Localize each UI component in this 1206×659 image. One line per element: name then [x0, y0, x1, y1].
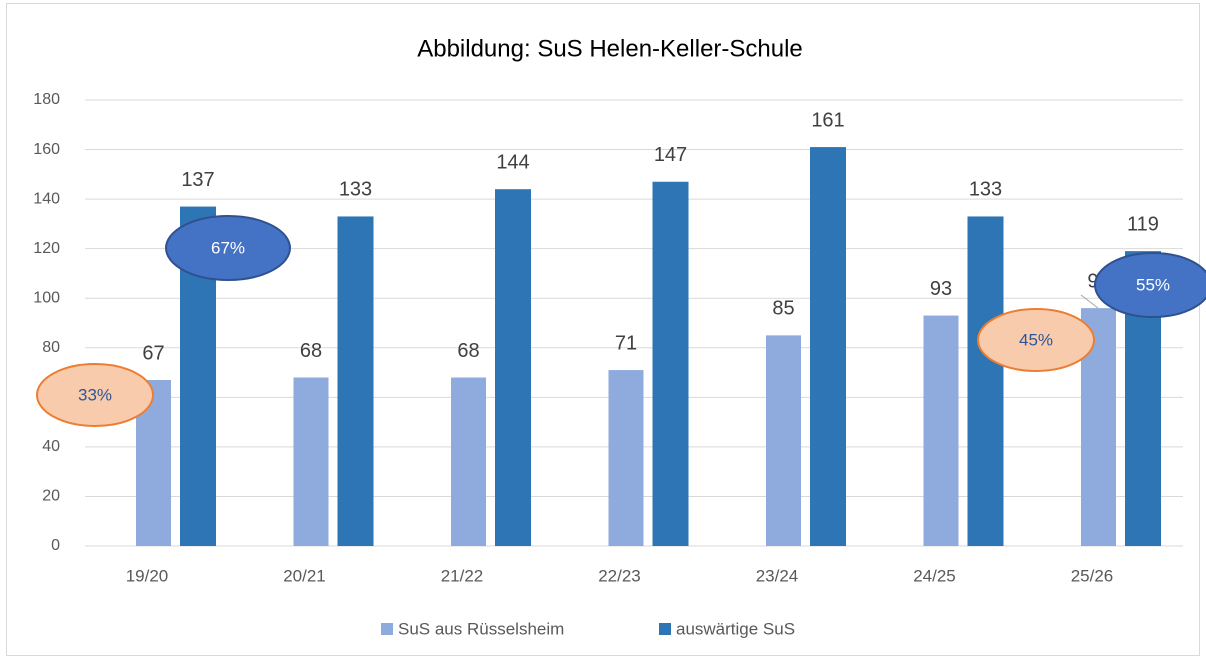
x-tick-label: 24/25: [913, 566, 956, 585]
bar: [967, 216, 1004, 546]
y-tick-label: 120: [33, 240, 60, 257]
leader-line: [1080, 294, 1099, 309]
value-label: 161: [811, 109, 844, 131]
value-label: 68: [457, 340, 479, 362]
annotation-bubble: [36, 363, 154, 427]
y-tick-label: 180: [33, 91, 60, 108]
x-tick-label: 25/26: [1071, 566, 1114, 585]
y-tick-label: 20: [42, 488, 60, 505]
chart-title: Abbildung: SuS Helen-Keller-Schule: [417, 35, 803, 62]
legend-swatch: [381, 623, 393, 635]
annotation-bubble: [977, 308, 1095, 372]
value-label: 93: [930, 278, 952, 300]
value-label: 85: [772, 298, 794, 320]
bar: [608, 370, 644, 546]
y-tick-label: 40: [42, 438, 60, 455]
y-tick-label: 80: [42, 339, 60, 356]
x-tick-label: 20/21: [283, 566, 326, 585]
bar: [766, 335, 801, 546]
annotation-text: 33%: [78, 385, 112, 404]
bar: [495, 189, 531, 546]
value-label: 133: [339, 179, 372, 201]
legend-label: SuS aus Rüsselsheim: [398, 619, 564, 638]
bar: [923, 315, 959, 546]
value-label: 71: [615, 332, 637, 354]
bar: [652, 181, 689, 546]
y-tick-label: 160: [33, 141, 60, 158]
value-label: 144: [496, 151, 529, 173]
annotation-text: 55%: [1136, 275, 1170, 294]
x-tick-label: 21/22: [441, 566, 484, 585]
y-tick-label: 100: [33, 289, 60, 306]
legend-label: auswärtige SuS: [676, 619, 795, 638]
bar: [810, 147, 846, 547]
legend-swatch: [659, 623, 671, 635]
bar: [293, 377, 329, 546]
value-label: 68: [300, 340, 322, 362]
x-tick-label: 23/24: [756, 566, 799, 585]
value-label: 133: [969, 179, 1002, 201]
value-label: 119: [1127, 213, 1159, 235]
value-label: 137: [181, 169, 214, 191]
value-label: 67: [142, 342, 164, 364]
bar: [451, 377, 486, 546]
annotation-bubble: [1094, 252, 1206, 318]
annotation-text: 67%: [211, 238, 245, 257]
x-tick-label: 22/23: [598, 566, 641, 585]
value-label: 147: [654, 144, 687, 166]
x-tick-label: 19/20: [126, 566, 169, 585]
bar: [337, 216, 374, 546]
y-tick-label: 0: [51, 537, 60, 554]
annotation-bubble: [165, 215, 291, 281]
annotation-text: 45%: [1019, 330, 1053, 349]
y-tick-label: 140: [33, 190, 60, 207]
